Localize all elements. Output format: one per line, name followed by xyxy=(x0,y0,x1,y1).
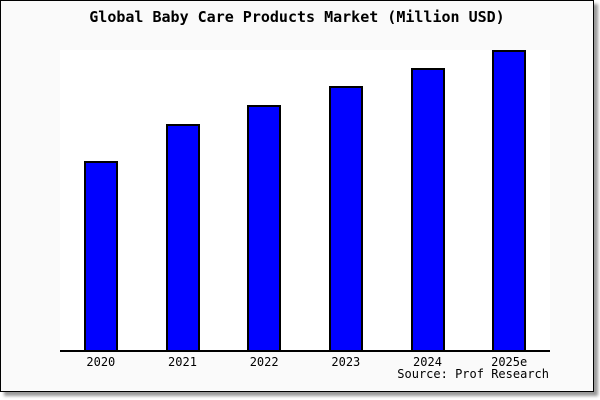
bar-2022 xyxy=(247,105,282,350)
bar-2021 xyxy=(165,124,200,350)
bar-2025e xyxy=(492,50,527,350)
bar-2024 xyxy=(410,68,445,350)
x-tick-label-2022: 2022 xyxy=(249,355,279,369)
bar-2020 xyxy=(83,161,118,350)
bar-2023 xyxy=(328,86,363,350)
source-caption: Source: Prof Research xyxy=(397,367,549,381)
chart-card: Global Baby Care Products Market (Millio… xyxy=(0,0,594,392)
x-tick-label-2023: 2023 xyxy=(331,355,361,369)
x-axis-labels: 2020 2021 2022 2023 2024 2025e xyxy=(60,355,550,371)
x-tick-label-2025e: 2025e xyxy=(491,355,528,369)
x-tick-label-2021: 2021 xyxy=(168,355,197,369)
x-tick-label-2020: 2020 xyxy=(86,355,116,369)
x-tick-label-2024: 2024 xyxy=(413,355,442,369)
chart-title: Global Baby Care Products Market (Millio… xyxy=(89,8,505,26)
plot-area xyxy=(60,50,550,352)
